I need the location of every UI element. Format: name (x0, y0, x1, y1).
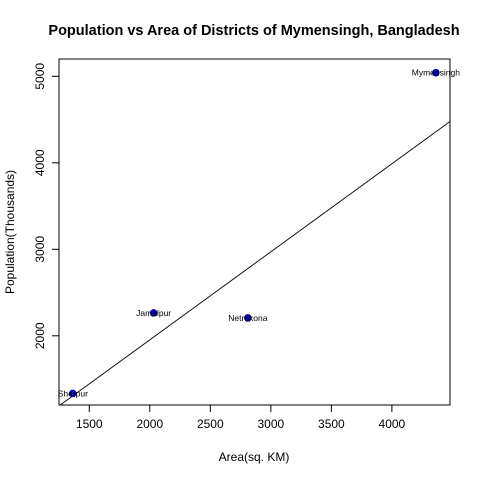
data-point (432, 68, 440, 77)
x-tick-label: 3000 (257, 417, 284, 431)
x-tick-label: 3500 (318, 417, 345, 431)
y-tick-label: 4000 (33, 149, 47, 176)
regression-line (59, 121, 450, 405)
y-tick-label: 2000 (33, 322, 47, 349)
data-point (69, 389, 77, 398)
point-label: Mymensingh (412, 68, 460, 78)
chart-title: Population vs Area of Districts of Mymen… (48, 23, 459, 39)
y-axis: 2000 3000 4000 5000 (33, 63, 59, 349)
data-point (149, 309, 158, 317)
x-tick-label: 4000 (379, 417, 406, 431)
x-tick-label: 2000 (136, 417, 163, 431)
data-point (244, 314, 252, 322)
x-tick-label: 1500 (76, 417, 103, 431)
x-axis-label: Area(sq. KM) (219, 450, 290, 464)
data-points: Sherpur Jamalpur Netrokona Mymensingh (58, 68, 461, 399)
y-tick-label: 5000 (33, 63, 47, 90)
plot-frame (58, 58, 451, 406)
point-label: Netrokona (228, 313, 267, 323)
point-label: Sherpur (58, 388, 88, 398)
y-axis-label: Population(Thousands) (3, 170, 17, 294)
x-axis: 1500 2000 2500 3000 3500 4000 (76, 405, 406, 431)
x-tick-label: 2500 (197, 417, 224, 431)
y-tick-label: 3000 (33, 236, 47, 263)
point-label: Jamalpur (136, 308, 171, 318)
